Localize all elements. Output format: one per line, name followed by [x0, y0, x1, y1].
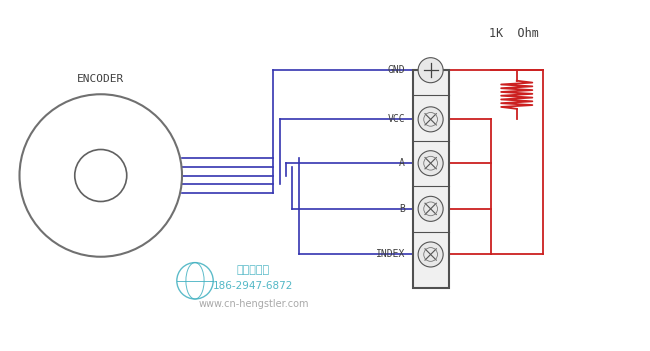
- Text: A: A: [399, 158, 405, 168]
- Text: 186-2947-6872: 186-2947-6872: [213, 281, 294, 291]
- Text: www.cn-hengstler.com: www.cn-hengstler.com: [198, 299, 309, 309]
- Ellipse shape: [418, 107, 443, 132]
- Text: 西安德伍拓: 西安德伍拓: [237, 265, 270, 275]
- Text: INDEX: INDEX: [376, 250, 405, 259]
- Ellipse shape: [418, 151, 443, 176]
- Text: VCC: VCC: [387, 114, 405, 124]
- Text: ENCODER: ENCODER: [77, 74, 124, 84]
- Ellipse shape: [418, 242, 443, 267]
- Ellipse shape: [418, 58, 443, 83]
- Text: 1K  Ohm: 1K Ohm: [489, 27, 538, 40]
- Text: B: B: [399, 204, 405, 214]
- Ellipse shape: [418, 196, 443, 221]
- Text: GND: GND: [387, 65, 405, 75]
- Bar: [413, 70, 448, 288]
